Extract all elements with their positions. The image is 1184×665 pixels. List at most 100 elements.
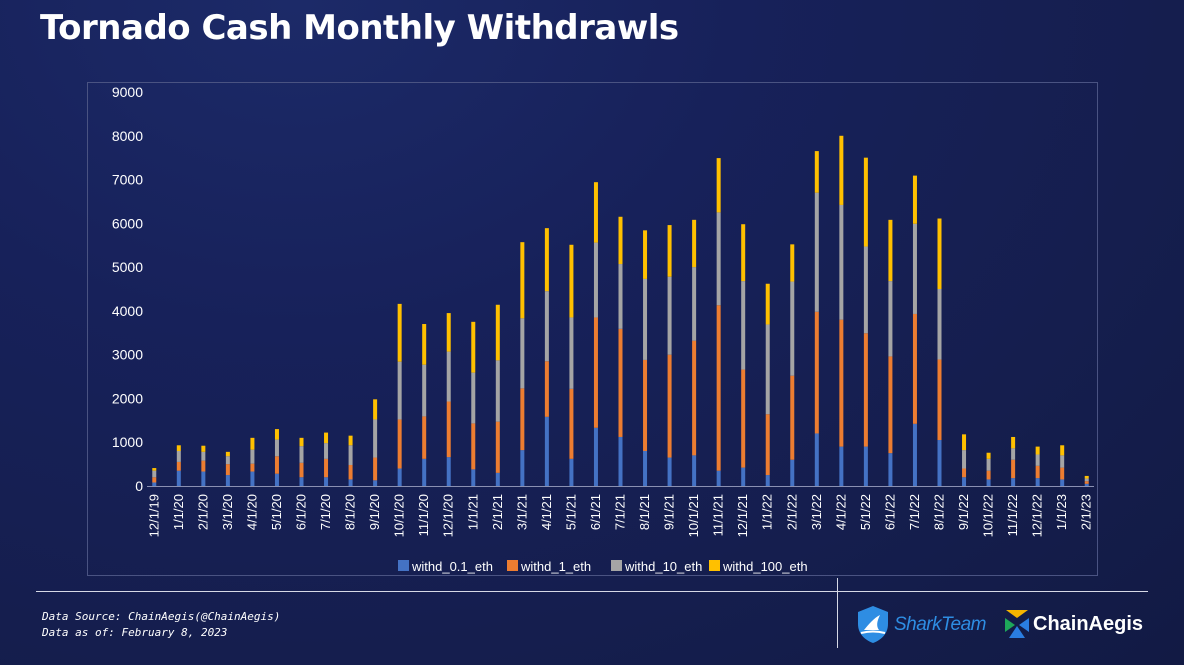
bar-segment bbox=[986, 470, 991, 480]
y-tick-label: 3000 bbox=[112, 347, 143, 363]
bar-segment bbox=[348, 445, 353, 465]
bar-segment bbox=[912, 223, 917, 314]
bar-segment bbox=[912, 313, 917, 424]
x-tick-label: 7/1/22 bbox=[907, 494, 922, 530]
bar-segment bbox=[324, 458, 329, 478]
bar-segment bbox=[839, 446, 844, 486]
legend-swatch bbox=[709, 560, 720, 571]
bar-segment bbox=[520, 388, 525, 451]
x-tick-label: 3/1/20 bbox=[220, 494, 235, 530]
bar-segment bbox=[446, 351, 451, 402]
bar-segment bbox=[373, 419, 378, 458]
bar-segment bbox=[1035, 478, 1040, 486]
bar-segment bbox=[1084, 478, 1089, 482]
bar-segment bbox=[495, 360, 500, 422]
bar-segment bbox=[544, 361, 549, 417]
x-tick-label: 1/1/21 bbox=[465, 494, 480, 530]
bar-segment bbox=[152, 468, 157, 471]
bar-segment bbox=[692, 267, 697, 341]
bar-segment bbox=[422, 416, 427, 459]
bar-segment bbox=[422, 364, 427, 417]
bar-segment bbox=[937, 289, 942, 360]
bar-segment bbox=[888, 453, 893, 486]
bar-segment bbox=[201, 460, 206, 472]
bar-segment bbox=[863, 446, 868, 486]
legend-label: withd_10_eth bbox=[624, 559, 702, 574]
bar-segment bbox=[1084, 481, 1089, 484]
y-tick-label: 0 bbox=[135, 478, 143, 494]
bar-segment bbox=[692, 455, 697, 486]
bar-segment bbox=[814, 151, 819, 193]
bar-segment bbox=[299, 477, 304, 486]
bar-segment bbox=[643, 359, 648, 451]
bar-segment bbox=[1060, 455, 1065, 468]
bar-segment bbox=[250, 437, 255, 450]
bar-segment bbox=[986, 458, 991, 471]
data-date-line: Data as of: February 8, 2023 bbox=[42, 626, 228, 639]
bar-segment bbox=[324, 443, 329, 459]
y-tick-label: 2000 bbox=[112, 390, 143, 406]
bar-segment bbox=[201, 451, 206, 461]
shark-shield-icon bbox=[858, 606, 888, 643]
bar-segment bbox=[839, 135, 844, 205]
bar-segment bbox=[152, 470, 157, 478]
bar-segment bbox=[863, 246, 868, 334]
chart-frame bbox=[87, 82, 1098, 576]
x-tick-label: 1/1/20 bbox=[171, 494, 186, 530]
legend-swatch bbox=[611, 560, 622, 571]
x-tick-label: 7/1/21 bbox=[613, 494, 628, 530]
bar-segment bbox=[593, 242, 598, 318]
bar-segment bbox=[741, 224, 746, 282]
bar-segment bbox=[692, 340, 697, 456]
x-tick-label: 8/1/22 bbox=[932, 494, 947, 530]
bar-segment bbox=[397, 419, 402, 469]
bar-segment bbox=[520, 318, 525, 389]
bar-segment bbox=[544, 228, 549, 292]
footer-divider bbox=[36, 591, 1148, 592]
bar-segment bbox=[814, 433, 819, 486]
bar-segment bbox=[1084, 475, 1089, 479]
bar-segment bbox=[618, 216, 623, 265]
bar-segment bbox=[593, 317, 598, 428]
bar-segment bbox=[937, 440, 942, 486]
x-tick-label: 5/1/20 bbox=[269, 494, 284, 530]
bar-segment bbox=[814, 311, 819, 434]
x-tick-label: 11/1/20 bbox=[416, 494, 431, 536]
bar-segment bbox=[569, 317, 574, 389]
bar-segment bbox=[250, 449, 255, 464]
bar-segment bbox=[888, 219, 893, 282]
bar-segment bbox=[1011, 448, 1016, 460]
x-tick-label: 6/1/21 bbox=[588, 494, 603, 530]
x-tick-label: 9/1/22 bbox=[956, 494, 971, 530]
bar-segment bbox=[471, 372, 476, 424]
x-tick-label: 1/1/22 bbox=[760, 494, 775, 530]
bar-segment bbox=[986, 452, 991, 459]
bar-segment bbox=[593, 427, 598, 486]
chainaegis-logo: ChainAegis bbox=[1003, 604, 1153, 644]
x-tick-label: 8/1/21 bbox=[637, 494, 652, 530]
x-tick-label: 2/1/22 bbox=[784, 494, 799, 530]
x-tick-label: 5/1/22 bbox=[858, 494, 873, 530]
stacked-bar-chart: 0 1000 2000 3000 4000 5000 6000 7000 8000 9000 12/… bbox=[112, 135, 1094, 574]
bar-segment bbox=[152, 477, 157, 483]
bar-segment bbox=[422, 324, 427, 365]
bar-segment bbox=[618, 436, 623, 486]
bar-segment bbox=[446, 313, 451, 352]
x-tick-label: 2/1/23 bbox=[1079, 494, 1094, 530]
bar-segment bbox=[373, 399, 378, 420]
x-tick-label: 3/1/21 bbox=[514, 494, 529, 530]
bar-segment bbox=[667, 225, 672, 277]
bar-segment bbox=[790, 244, 795, 282]
bar-segment bbox=[643, 230, 648, 279]
bar-segment bbox=[790, 459, 795, 486]
bar-segment bbox=[716, 158, 721, 213]
bar-segment bbox=[716, 305, 721, 471]
bar-segment bbox=[716, 470, 721, 486]
bar-segment bbox=[348, 464, 353, 480]
bar-segment bbox=[446, 401, 451, 458]
bar-segment bbox=[201, 471, 206, 486]
bar-segment bbox=[937, 218, 942, 289]
legend-swatch bbox=[398, 560, 409, 571]
y-tick-label: 5000 bbox=[112, 259, 143, 275]
chart-title: Tornado Cash Monthly Withdrawls bbox=[40, 8, 679, 48]
